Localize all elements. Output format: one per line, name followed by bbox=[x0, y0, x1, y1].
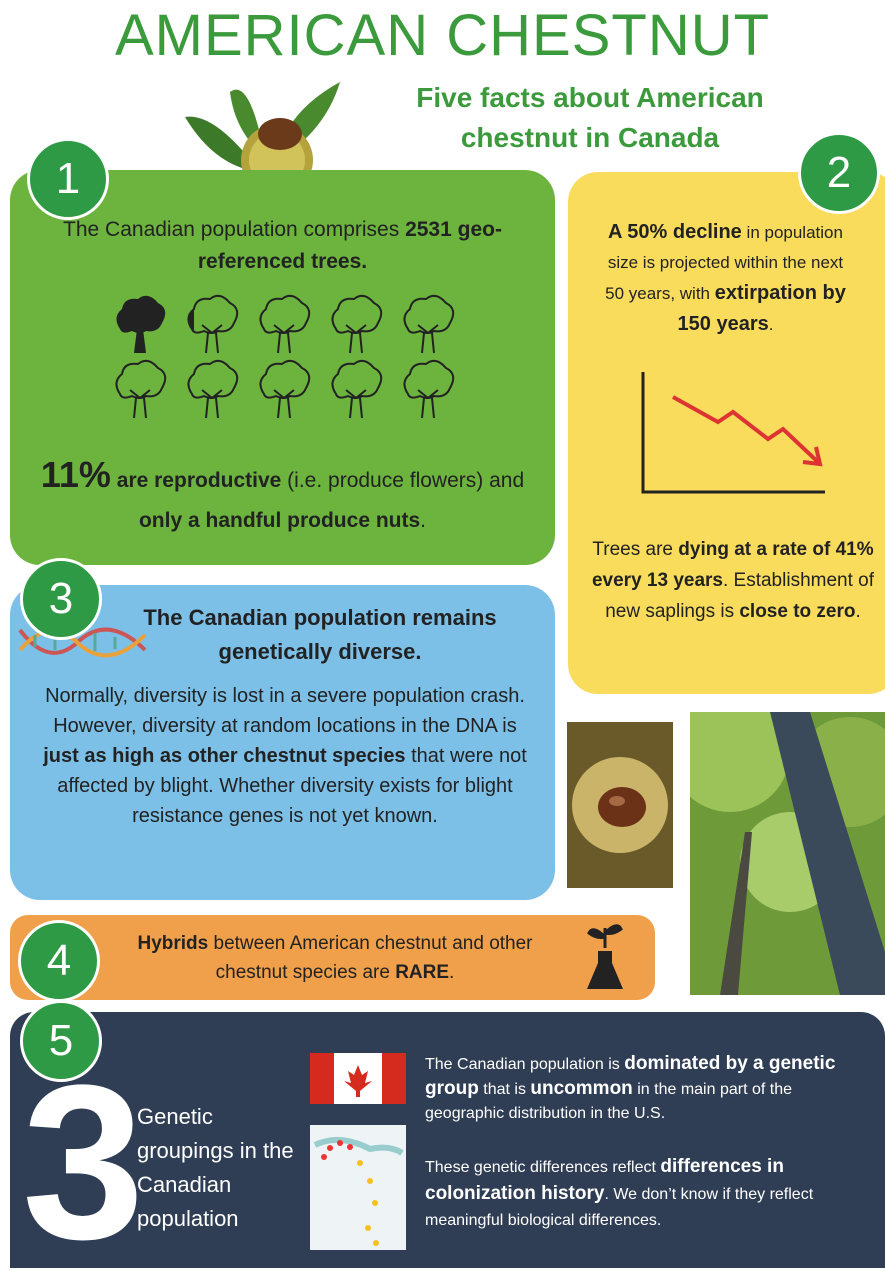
fact-1-text2: 11% are reproductive (i.e. produce flowe… bbox=[25, 455, 540, 541]
text: . bbox=[769, 315, 774, 334]
fact-1-box: The Canadian population comprises 2531 g… bbox=[10, 170, 555, 565]
text: The Canadian population is bbox=[425, 1056, 624, 1073]
text: Normally, diversity is lost in a severe … bbox=[45, 685, 525, 737]
decline-icon bbox=[638, 367, 828, 497]
text: between American chestnut and other ches… bbox=[208, 933, 532, 983]
text: . bbox=[449, 962, 454, 983]
text: (i.e. produce flowers) and bbox=[281, 469, 524, 492]
fact-4-box: Hybrids between American chestnut and ot… bbox=[10, 915, 655, 1000]
text: Trees are bbox=[592, 539, 678, 560]
text: are reproductive bbox=[111, 469, 281, 492]
tree-icons bbox=[110, 290, 470, 430]
fact-1-text: The Canadian population comprises 2531 g… bbox=[40, 214, 525, 278]
text: just as high as other chestnut species bbox=[43, 745, 405, 767]
text: The Canadian population comprises bbox=[63, 218, 405, 241]
fact-number: 5 bbox=[20, 1000, 102, 1082]
text: that is bbox=[479, 1081, 531, 1098]
title: AMERICAN CHESTNUT bbox=[0, 2, 885, 69]
text: Hybrids bbox=[137, 933, 208, 954]
subtitle: Five facts about American chestnut in Ca… bbox=[380, 78, 800, 158]
chestnut-photo bbox=[567, 722, 673, 888]
fact-4-text: Hybrids between American chestnut and ot… bbox=[105, 929, 565, 987]
fact-3-box: The Canadian population remains genetica… bbox=[10, 585, 555, 900]
fact-5-text: The Canadian population is dominated by … bbox=[425, 1052, 875, 1126]
fact-5-label: Genetic groupings in the Canadian popula… bbox=[137, 1100, 307, 1236]
fact-3-text: Normally, diversity is lost in a severe … bbox=[40, 681, 530, 831]
fact-5-box: 3 Genetic groupings in the Canadian popu… bbox=[10, 1012, 885, 1268]
flask-icon bbox=[585, 923, 625, 993]
text: . bbox=[420, 509, 426, 532]
text: These genetic differences reflect bbox=[425, 1159, 660, 1176]
text: close to zero bbox=[739, 601, 855, 622]
text: uncommon bbox=[530, 1078, 632, 1099]
fact-2-text: A 50% decline in population size is proj… bbox=[598, 217, 853, 340]
fact-number: 2 bbox=[798, 132, 880, 214]
fact-number: 3 bbox=[20, 558, 102, 640]
fact-2-text2: Trees are dying at a rate of 41% every 1… bbox=[583, 534, 883, 627]
fact-number: 1 bbox=[27, 138, 109, 220]
text: . bbox=[856, 601, 861, 622]
text: 11% bbox=[41, 454, 111, 495]
text: A 50% decline bbox=[608, 221, 742, 243]
fact-3-heading: The Canadian population remains genetica… bbox=[105, 601, 535, 669]
text: 2531 bbox=[405, 218, 452, 241]
text: RARE bbox=[395, 962, 449, 983]
text: only a handful produce nuts bbox=[139, 509, 420, 532]
fact-2-box: A 50% decline in population size is proj… bbox=[568, 172, 885, 694]
page: AMERICAN CHESTNUT Five facts about Ameri… bbox=[0, 0, 885, 1268]
big-number: 3 bbox=[22, 1052, 144, 1272]
flag-and-map bbox=[310, 1053, 406, 1263]
fact-number: 4 bbox=[18, 920, 100, 1002]
fact-5-text2: These genetic differences reflect differ… bbox=[425, 1154, 875, 1234]
trees-photo bbox=[690, 712, 885, 995]
